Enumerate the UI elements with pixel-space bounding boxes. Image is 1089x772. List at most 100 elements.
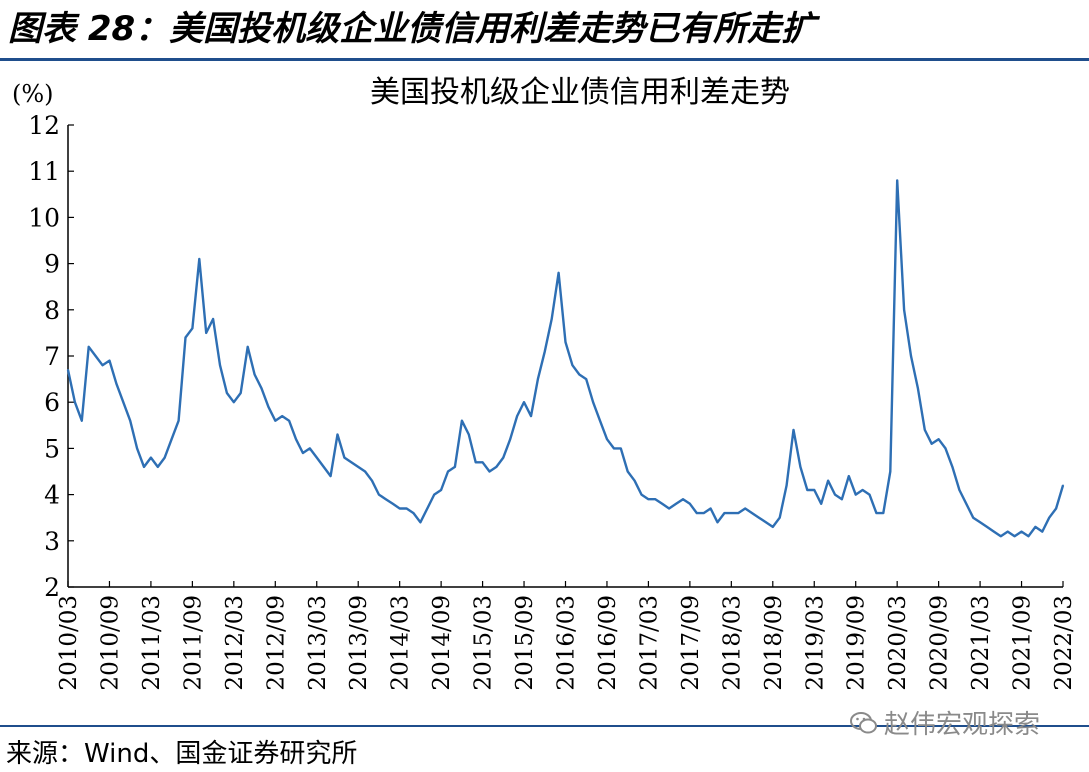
data-point — [972, 516, 975, 519]
data-point — [474, 461, 477, 464]
watermark-text: 赵伟宏观探索 — [884, 710, 1041, 740]
data-point — [585, 378, 588, 380]
data-point — [986, 526, 988, 528]
data-point — [433, 493, 436, 496]
data-point — [260, 387, 263, 390]
x-tick-label: 2010/09 — [97, 595, 123, 691]
data-point — [288, 419, 290, 422]
data-point — [412, 512, 415, 514]
data-point — [689, 502, 691, 505]
data-point — [198, 258, 201, 260]
data-point — [751, 512, 753, 514]
data-point — [896, 179, 899, 182]
data-point — [115, 382, 118, 385]
data-point — [944, 447, 947, 450]
data-point — [239, 392, 242, 394]
data-point — [785, 484, 788, 487]
data-point — [350, 461, 353, 464]
data-point — [951, 466, 954, 468]
chart-title: 美国投机级企业债信用利差走势 — [370, 75, 790, 110]
x-tick-label: 2020/03 — [885, 595, 911, 691]
data-point — [67, 369, 69, 371]
data-point — [308, 447, 311, 450]
data-point — [771, 526, 774, 528]
x-tick-label: 2014/03 — [388, 595, 414, 691]
x-tick-label: 2021/09 — [1010, 595, 1036, 691]
data-point — [136, 447, 139, 450]
data-point — [357, 466, 360, 468]
y-tick-label: 9 — [44, 250, 60, 279]
x-tick-label: 2011/09 — [180, 595, 206, 691]
data-point — [481, 461, 484, 464]
data-point — [917, 387, 919, 390]
data-point — [847, 475, 850, 477]
data-point — [564, 341, 567, 343]
data-point — [232, 401, 235, 404]
data-point — [488, 470, 491, 473]
data-point — [143, 466, 145, 468]
data-point — [523, 401, 525, 404]
data-point — [205, 332, 208, 334]
data-point — [606, 438, 608, 441]
data-point — [827, 479, 829, 482]
data-point — [854, 493, 857, 496]
y-tick-label: 12 — [28, 111, 60, 140]
x-axis-ticks: 2010/03 2010/09 2011/03 2011/09 2012/03 2012/… — [56, 581, 1077, 691]
data-point — [813, 489, 816, 491]
data-point — [461, 419, 463, 422]
data-point — [737, 512, 740, 514]
chart: 美国投机级企业债信用利差走势 (%) 2 3 4 5 6 7 8 9 10 11 12 2010/0… — [12, 75, 1077, 691]
data-point — [910, 355, 912, 357]
data-point — [792, 429, 795, 431]
data-point — [184, 336, 187, 339]
data-point — [315, 456, 318, 459]
data-point — [398, 507, 401, 510]
data-point — [1013, 535, 1016, 538]
x-tick-label: 2019/03 — [802, 595, 828, 691]
data-point — [882, 512, 885, 514]
x-tick-label: 2011/03 — [139, 595, 165, 691]
data-point — [502, 456, 505, 459]
x-tick-label: 2022/03 — [1051, 595, 1077, 691]
data-point — [371, 479, 373, 482]
data-point — [177, 419, 180, 422]
data-point — [1020, 530, 1023, 533]
wechat-icon — [850, 711, 877, 733]
data-point — [999, 535, 1002, 538]
data-point — [903, 308, 905, 311]
data-point — [1055, 507, 1057, 510]
data-point — [384, 498, 387, 501]
data-point — [640, 493, 643, 496]
data-point — [364, 470, 366, 473]
x-tick-label: 2017/09 — [678, 595, 704, 691]
data-point — [253, 373, 256, 376]
data-point — [274, 419, 277, 422]
data-point — [329, 475, 332, 477]
data-point — [675, 502, 677, 505]
data-point — [592, 401, 594, 404]
data-point — [74, 401, 76, 404]
data-point — [226, 392, 228, 394]
data-point — [730, 512, 733, 514]
x-tick-label: 2018/09 — [761, 595, 787, 691]
y-tick-label: 11 — [28, 157, 60, 186]
data-point — [599, 419, 601, 422]
x-tick-label: 2015/03 — [471, 595, 497, 691]
data-point — [191, 327, 194, 330]
data-point — [516, 415, 518, 417]
data-point — [419, 521, 422, 524]
data-point — [343, 456, 346, 459]
y-axis-ticks: 2 3 4 5 6 7 8 9 10 11 12 — [28, 111, 74, 602]
y-tick-label: 8 — [44, 296, 60, 325]
data-point — [170, 438, 173, 441]
data-point — [447, 470, 449, 473]
data-point — [129, 419, 132, 422]
data-point — [543, 350, 546, 353]
data-point — [668, 507, 670, 510]
data-point — [647, 498, 650, 501]
x-tick-label: 2014/09 — [429, 595, 455, 691]
data-point — [758, 516, 760, 519]
data-point — [889, 470, 892, 473]
data-point — [1048, 516, 1051, 519]
data-point — [682, 498, 684, 501]
